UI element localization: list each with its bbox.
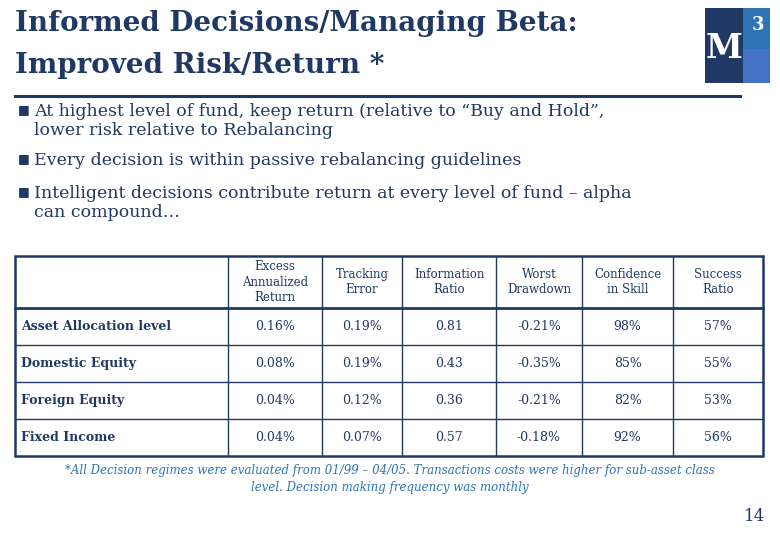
Text: Domestic Equity: Domestic Equity bbox=[21, 357, 136, 370]
Text: ■: ■ bbox=[18, 152, 30, 165]
Text: -0.18%: -0.18% bbox=[517, 431, 561, 444]
Text: lower risk relative to Rebalancing: lower risk relative to Rebalancing bbox=[34, 122, 333, 139]
Text: 0.81: 0.81 bbox=[435, 320, 463, 333]
Bar bbox=[743, 8, 770, 49]
Text: Success
Ratio: Success Ratio bbox=[694, 268, 742, 296]
Text: 56%: 56% bbox=[704, 431, 732, 444]
Text: 82%: 82% bbox=[614, 394, 641, 407]
Text: 0.19%: 0.19% bbox=[342, 357, 382, 370]
Text: 0.07%: 0.07% bbox=[342, 431, 382, 444]
Text: 0.04%: 0.04% bbox=[255, 394, 295, 407]
Text: Information
Ratio: Information Ratio bbox=[414, 268, 484, 296]
Text: At highest level of fund, keep return (relative to “Buy and Hold”,: At highest level of fund, keep return (r… bbox=[34, 103, 604, 120]
Text: 0.36: 0.36 bbox=[435, 394, 463, 407]
Text: Worst
Drawdown: Worst Drawdown bbox=[507, 268, 571, 296]
Text: Tracking
Error: Tracking Error bbox=[335, 268, 388, 296]
Text: Intelligent decisions contribute return at every level of fund – alpha: Intelligent decisions contribute return … bbox=[34, 185, 632, 202]
Text: 92%: 92% bbox=[614, 431, 641, 444]
Bar bbox=[15, 256, 763, 456]
Text: ■: ■ bbox=[18, 103, 30, 116]
Bar bbox=[705, 8, 743, 83]
Text: 14: 14 bbox=[744, 508, 765, 525]
Text: *All Decision regimes were evaluated from 01/99 – 04/05. Transactions costs were: *All Decision regimes were evaluated fro… bbox=[65, 464, 715, 494]
Text: Informed Decisions/Managing Beta:: Informed Decisions/Managing Beta: bbox=[15, 10, 578, 37]
Text: 0.43: 0.43 bbox=[435, 357, 463, 370]
Text: -0.21%: -0.21% bbox=[517, 394, 561, 407]
Text: -0.35%: -0.35% bbox=[517, 357, 561, 370]
Text: ■: ■ bbox=[18, 185, 30, 198]
Text: Foreign Equity: Foreign Equity bbox=[21, 394, 124, 407]
Text: Fixed Income: Fixed Income bbox=[21, 431, 115, 444]
Text: 0.08%: 0.08% bbox=[255, 357, 295, 370]
Text: -0.21%: -0.21% bbox=[517, 320, 561, 333]
Text: 0.16%: 0.16% bbox=[255, 320, 295, 333]
Text: 85%: 85% bbox=[614, 357, 641, 370]
Text: Every decision is within passive rebalancing guidelines: Every decision is within passive rebalan… bbox=[34, 152, 521, 169]
Text: can compound…: can compound… bbox=[34, 204, 180, 221]
Text: M: M bbox=[705, 32, 743, 65]
Bar bbox=[743, 49, 770, 83]
Text: Confidence
in Skill: Confidence in Skill bbox=[594, 268, 661, 296]
Text: 0.19%: 0.19% bbox=[342, 320, 382, 333]
Text: Asset Allocation level: Asset Allocation level bbox=[21, 320, 171, 333]
Text: 55%: 55% bbox=[704, 357, 732, 370]
Text: Excess
Annualized
Return: Excess Annualized Return bbox=[242, 260, 308, 304]
Text: 57%: 57% bbox=[704, 320, 732, 333]
Text: 0.57: 0.57 bbox=[435, 431, 463, 444]
Text: 98%: 98% bbox=[614, 320, 641, 333]
Text: 53%: 53% bbox=[704, 394, 732, 407]
Text: 0.12%: 0.12% bbox=[342, 394, 382, 407]
Text: 3: 3 bbox=[752, 16, 764, 33]
Text: 0.04%: 0.04% bbox=[255, 431, 295, 444]
Text: Improved Risk/Return *: Improved Risk/Return * bbox=[15, 52, 385, 79]
